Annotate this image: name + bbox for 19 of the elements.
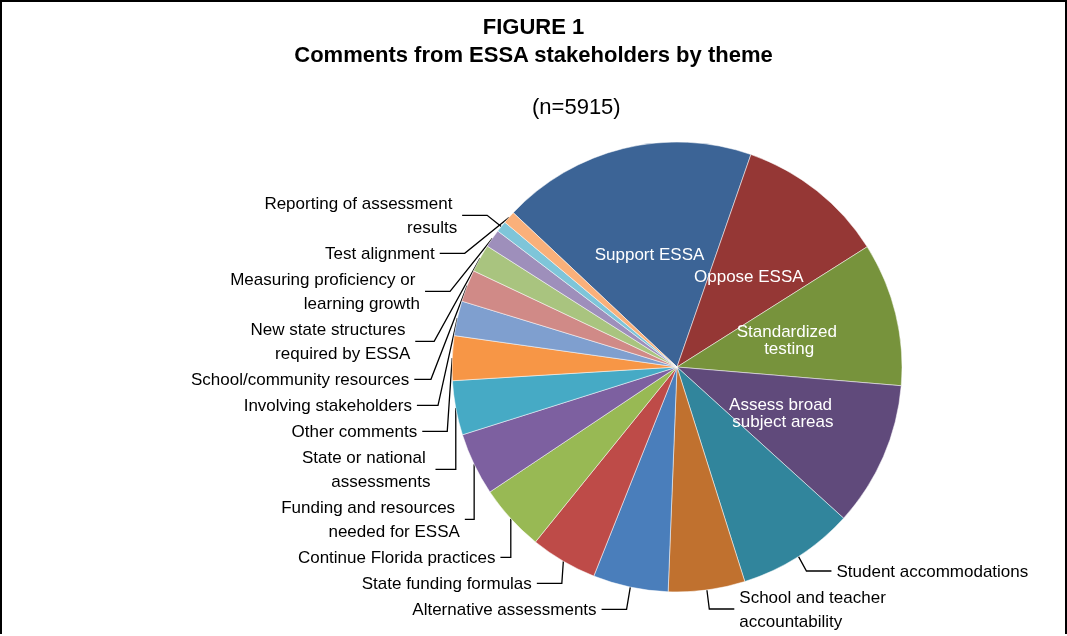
text: (n=5915) (532, 93, 621, 119)
slice-label: Alternative assessments (412, 599, 597, 619)
slice-label: Measuring proficiency or learning growth (230, 269, 421, 313)
slice-label: Continue Florida practices (297, 547, 496, 567)
chart-subtitle: Comments from ESSA stakeholders by theme (294, 41, 773, 67)
slice-label: State funding formulas (361, 573, 532, 593)
slice-label: State or national assessments (301, 447, 431, 491)
slice-label: New state structures required by ESSA (250, 319, 411, 363)
slice-label: Student accommodations (836, 561, 1029, 581)
slice-label: School/community resources (191, 369, 410, 389)
slice-label: Involving stakeholders (243, 395, 412, 415)
slice-label: Reporting of assessment results (264, 193, 458, 237)
slice-label: Support ESSA (594, 245, 705, 265)
slice-label: Funding and resources needed for ESSA (281, 497, 461, 541)
slice-label: Standardized testing (736, 321, 842, 358)
chart-title: FIGURE 1 (482, 13, 585, 39)
slice-label: Other comments (291, 421, 418, 441)
slice-label: School and teacher accountability (739, 587, 891, 631)
slice-label: Test alignment (325, 243, 435, 263)
